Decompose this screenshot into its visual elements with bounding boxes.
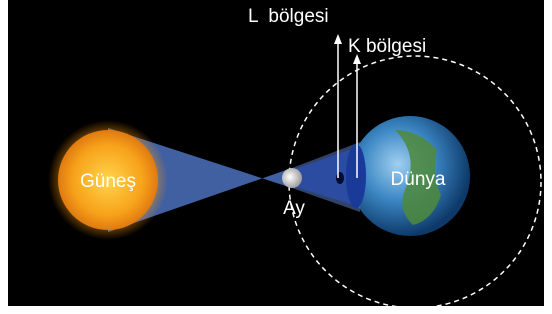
sun-label: Güneş [80, 171, 136, 192]
earth-label: Dünya [391, 169, 446, 190]
eclipse-diagram: L bölgesi K bölgesi Güneş Ay Dünya [0, 0, 552, 314]
moon-label: Ay [283, 198, 305, 219]
l-region-label: L bölgesi [248, 6, 329, 27]
k-region-label: K bölgesi [348, 36, 426, 57]
penumbra-region [346, 144, 366, 208]
moon [282, 168, 302, 188]
umbra-region [336, 172, 344, 184]
